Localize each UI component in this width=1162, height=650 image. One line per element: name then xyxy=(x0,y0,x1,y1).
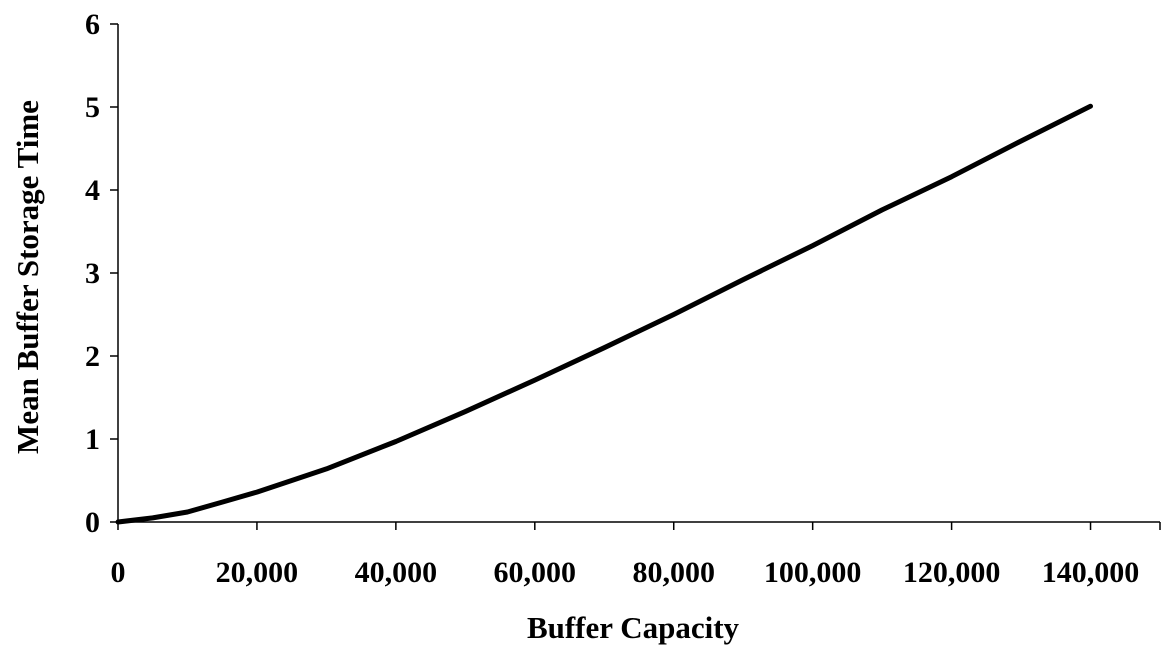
x-tick-label: 0 xyxy=(111,556,126,589)
y-tick-label: 6 xyxy=(85,8,100,41)
y-tick-label: 3 xyxy=(85,257,100,290)
x-tick-label: 60,000 xyxy=(494,556,577,589)
y-tick-label: 5 xyxy=(85,91,100,124)
y-tick-label: 2 xyxy=(85,340,100,373)
axes xyxy=(117,24,1160,523)
x-tick-label: 40,000 xyxy=(355,556,438,589)
x-axis-ticks: 0 20,000 40,000 60,000 80,000 100,000 120,000 1… xyxy=(111,522,1161,589)
x-tick-label: 100,000 xyxy=(764,556,862,589)
x-tick-label: 80,000 xyxy=(632,556,715,589)
x-tick-label: 140,000 xyxy=(1042,556,1140,589)
series-line xyxy=(115,103,1093,525)
y-axis-ticks: 0 1 2 3 4 5 6 xyxy=(85,8,118,539)
x-axis-title: Buffer Capacity xyxy=(527,610,740,645)
x-tick-label: 120,000 xyxy=(903,556,1001,589)
x-tick-label: 20,000 xyxy=(216,556,299,589)
series-layer xyxy=(115,103,1093,525)
y-tick-label: 0 xyxy=(85,506,100,539)
y-tick-label: 1 xyxy=(85,423,100,456)
y-tick-label: 4 xyxy=(85,174,100,207)
y-axis-title: Mean Buffer Storage Time xyxy=(10,100,45,454)
